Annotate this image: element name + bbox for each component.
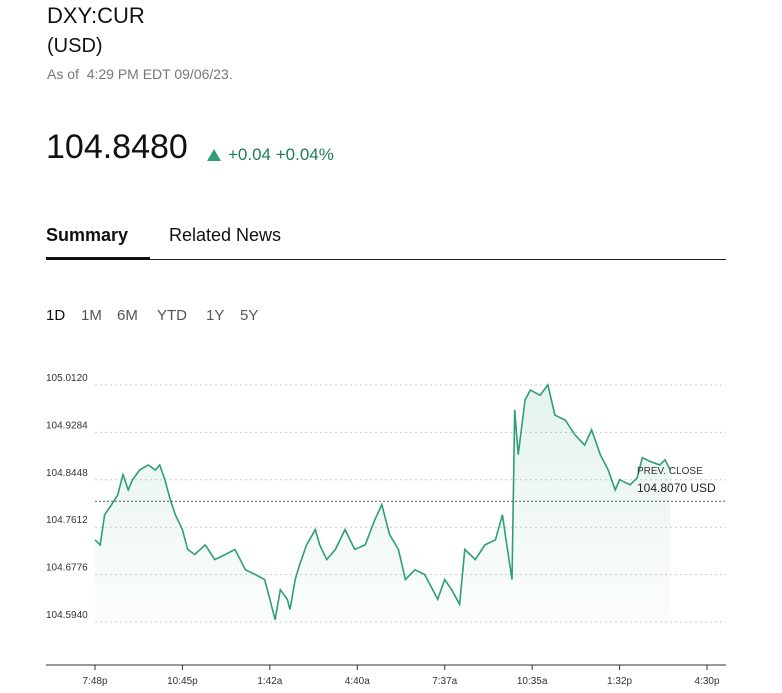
prev-close-value: 104.8070 USD bbox=[637, 481, 716, 495]
price: 104.8480 bbox=[46, 128, 188, 166]
y-tick-label: 104.8448 bbox=[46, 468, 88, 479]
tab-underline bbox=[46, 257, 150, 260]
currency: (USD) bbox=[47, 35, 103, 57]
as-of-time: 4:29 PM EDT 09/06/23. bbox=[86, 66, 233, 82]
area bbox=[95, 385, 671, 622]
y-tick-label: 105.0120 bbox=[46, 373, 88, 384]
change-pct: +0.04% bbox=[275, 145, 334, 164]
range-button[interactable]: 6M bbox=[117, 307, 138, 324]
range-button[interactable]: 1D bbox=[46, 307, 66, 324]
range-button[interactable]: YTD bbox=[157, 307, 187, 324]
change: +0.04 +0.04% bbox=[228, 145, 334, 165]
x-tick-label: 4:30p bbox=[694, 676, 719, 687]
range-button[interactable]: 5Y bbox=[240, 307, 259, 324]
x-tick-label: 4:40a bbox=[345, 676, 370, 687]
range-button[interactable]: 1Y bbox=[206, 307, 225, 324]
x-tick-label: 1:42a bbox=[257, 676, 282, 687]
y-tick-label: 104.5940 bbox=[46, 610, 88, 621]
change-abs: +0.04 bbox=[228, 145, 272, 164]
as-of: As of 4:29 PM EDT 09/06/23. bbox=[47, 66, 233, 82]
up-arrow bbox=[207, 149, 221, 161]
y-tick-label: 104.7612 bbox=[46, 515, 88, 526]
symbol: DXY:CUR bbox=[47, 3, 145, 28]
tab-rule bbox=[46, 259, 726, 260]
prev-close-title: PREV. CLOSE bbox=[637, 466, 703, 477]
price-line bbox=[94, 383, 672, 620]
x-tick-label: 10:45p bbox=[167, 676, 198, 687]
tab[interactable]: Related News bbox=[169, 225, 282, 245]
x-tick-label: 7:48p bbox=[82, 676, 107, 687]
range-button[interactable]: 1M bbox=[81, 307, 102, 324]
y-tick-label: 104.6776 bbox=[46, 563, 88, 574]
tab[interactable]: Summary bbox=[46, 225, 129, 245]
x-tick-label: 10:35a bbox=[517, 676, 548, 687]
x-tick-label: 7:37a bbox=[432, 676, 457, 687]
as-of-label: As of bbox=[47, 66, 79, 82]
y-tick-label: 104.9284 bbox=[46, 420, 88, 431]
x-tick-label: 1:32p bbox=[607, 676, 632, 687]
